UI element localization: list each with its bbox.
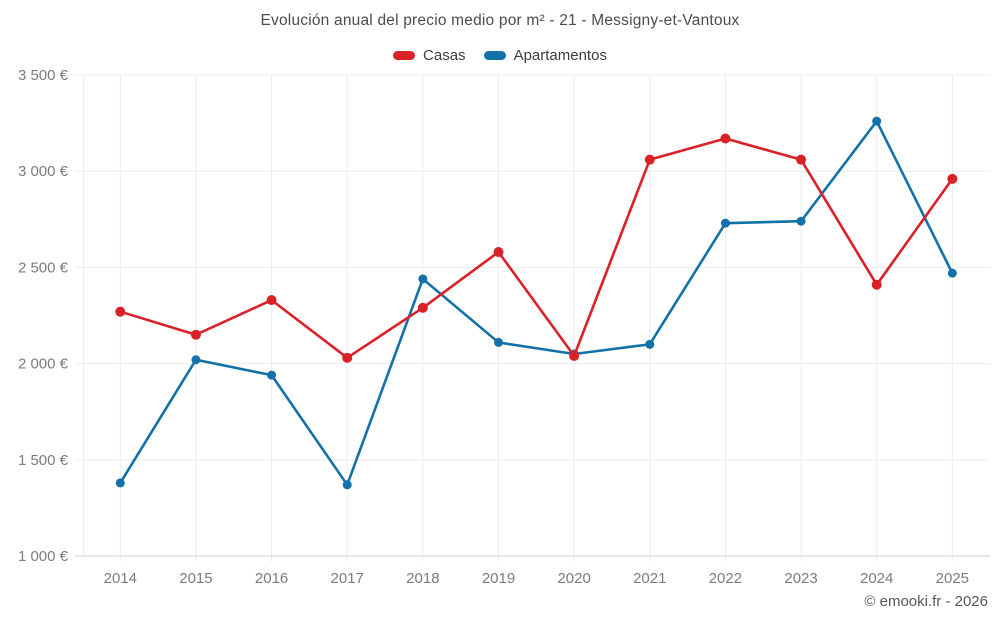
legend-label-casas: Casas: [423, 47, 466, 64]
x-tick-label: 2021: [633, 570, 666, 587]
series-line-casas: [119, 137, 954, 360]
series-line-apartamentos: [119, 119, 954, 487]
data-point-apartamentos-2018[interactable]: [418, 274, 428, 284]
x-tick-label: 2022: [709, 570, 742, 587]
x-tick-label: 2025: [936, 570, 969, 587]
x-tick-label: 2017: [331, 570, 364, 587]
data-point-apartamentos-2016[interactable]: [267, 370, 277, 380]
legend-swatch-casas-icon: [393, 51, 416, 60]
x-tick-label: 2014: [104, 570, 137, 587]
y-tick-label: 2 000 €: [18, 356, 69, 373]
chart-legend: Casas Apartamentos: [0, 47, 1000, 64]
data-point-apartamentos-2021[interactable]: [645, 339, 655, 349]
data-point-casas-2025[interactable]: [947, 173, 958, 184]
data-point-casas-2015[interactable]: [190, 329, 201, 340]
x-tick-label: 2020: [557, 570, 590, 587]
x-tick-label: 2024: [860, 570, 893, 587]
x-tick-label: 2015: [179, 570, 212, 587]
data-point-casas-2017[interactable]: [342, 352, 353, 363]
data-point-apartamentos-2015[interactable]: [191, 355, 201, 365]
data-point-casas-2020[interactable]: [569, 350, 580, 361]
series-group: [115, 116, 958, 490]
data-point-apartamentos-2017[interactable]: [342, 480, 352, 490]
data-point-apartamentos-2025[interactable]: [947, 268, 957, 278]
gridlines: [75, 74, 990, 562]
data-point-apartamentos-2022[interactable]: [720, 218, 730, 228]
legend-swatch-apartamentos-icon: [483, 51, 506, 60]
legend-item-apartamentos[interactable]: Apartamentos: [483, 47, 607, 64]
data-point-casas-2021[interactable]: [644, 154, 655, 165]
legend-label-apartamentos: Apartamentos: [513, 47, 607, 64]
data-point-casas-2019[interactable]: [493, 247, 504, 258]
data-point-casas-2024[interactable]: [871, 279, 882, 290]
data-point-apartamentos-2014[interactable]: [115, 478, 125, 488]
legend-item-casas[interactable]: Casas: [393, 47, 466, 64]
y-tick-label: 3 500 €: [18, 67, 69, 84]
x-tick-label: 2016: [255, 570, 288, 587]
y-tick-label: 3 000 €: [18, 163, 69, 180]
data-point-casas-2014[interactable]: [115, 306, 126, 317]
y-tick-label: 1 500 €: [18, 452, 69, 469]
x-tick-label: 2023: [784, 570, 817, 587]
data-point-casas-2023[interactable]: [796, 154, 807, 165]
copyright-footer: © emooki.fr - 2026: [864, 593, 988, 610]
data-point-apartamentos-2019[interactable]: [494, 337, 503, 347]
y-tick-label: 2 500 €: [18, 259, 69, 276]
data-point-casas-2018[interactable]: [417, 302, 428, 313]
data-point-apartamentos-2024[interactable]: [872, 116, 882, 126]
data-point-casas-2016[interactable]: [266, 295, 277, 306]
x-tick-label: 2018: [406, 570, 439, 587]
chart-title: Evolución anual del precio medio por m² …: [260, 12, 740, 29]
data-point-apartamentos-2023[interactable]: [796, 216, 806, 226]
axis-labels: 2014 2015 2016 2017 2018 2019 2020 2021 2022 2023…: [18, 67, 969, 587]
x-tick-label: 2019: [482, 570, 515, 587]
data-point-casas-2022[interactable]: [720, 133, 731, 144]
y-tick-label: 1 000 €: [18, 548, 69, 565]
